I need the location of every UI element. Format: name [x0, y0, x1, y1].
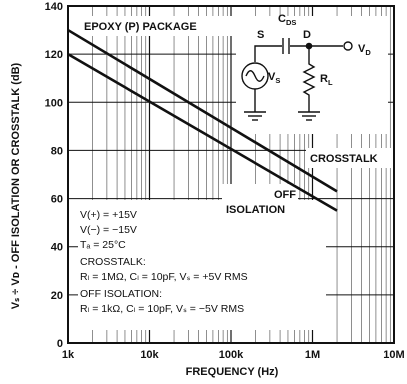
y-tick-label: 140: [45, 1, 63, 13]
vd-terminal: [343, 41, 353, 51]
conditions-text: V(+) = +15V V(−) = −15V Tₐ = 25°C CROSST…: [80, 209, 248, 315]
package-label: EPOXY (P) PACKAGE: [84, 21, 197, 33]
x-tick-label: 10M: [383, 349, 404, 361]
circuit-d-label: D: [303, 29, 311, 41]
series-line-crosstalk: [67, 28, 338, 193]
off-label: OFF: [274, 189, 296, 201]
circuit-vs-label: VS: [268, 71, 280, 85]
condition-off-heading: OFF ISOLATION:: [80, 288, 162, 300]
series-layer: [67, 28, 338, 212]
load-resistor: [302, 46, 316, 112]
conditions-box: [78, 200, 326, 330]
circuit-rl-label: RL: [320, 73, 333, 87]
y-tick-label: 80: [51, 145, 63, 157]
y-tick-labels: 0 20 40 60 80 100 120 140: [45, 1, 63, 350]
y-tick-label: 100: [45, 97, 63, 109]
isolation-label: ISOLATION: [226, 204, 285, 216]
crosstalk-label-box: [306, 148, 398, 168]
condition-ta: Tₐ = 25°C: [80, 239, 126, 251]
circuit-rl-subscript: L: [328, 78, 333, 87]
plot-frame: [67, 5, 395, 344]
package-label-box: [80, 16, 236, 36]
condition-crosstalk-values: Rₗ = 1MΩ, Cₗ = 10pF, Vₛ = +5V RMS: [80, 271, 248, 283]
y-tick-label: 60: [51, 194, 63, 206]
condition-vminus: V(−) = −15V: [80, 224, 137, 236]
y-axis-label: Vₛ ÷ Vᴅ - OFF ISOLATION OR CROSSTALK (dB…: [10, 62, 22, 309]
x-tick-label: 1k: [62, 349, 75, 361]
circuit-vs-subscript: S: [275, 76, 280, 85]
circuit-cds-label: CDS: [278, 13, 296, 27]
circuit-vd-label: VD: [358, 43, 371, 57]
circuit-s-label: S: [257, 29, 264, 41]
x-axis-label: FREQUENCY (Hz): [186, 366, 279, 378]
circuit-wire-source: [254, 45, 282, 62]
circuit-vd-subscript: D: [365, 48, 371, 57]
crosstalk-label: CROSSTALK: [310, 153, 378, 165]
condition-off-values: Rₗ = 1kΩ, Cₗ = 10pF, Vₛ = −5V RMS: [80, 303, 244, 315]
condition-vplus: V(+) = +15V: [80, 209, 137, 221]
y-tick-label: 0: [57, 338, 63, 350]
x-tick-label: 100k: [219, 349, 244, 361]
circuit-cds-subscript: DS: [286, 18, 296, 27]
x-tick-labels: 1k 10k 100k 1M 10M: [62, 349, 405, 361]
x-tick-label: 10k: [140, 349, 159, 361]
y-tick-label: 20: [51, 290, 63, 302]
sine-icon: [245, 70, 265, 82]
condition-crosstalk-heading: CROSSTALK:: [80, 256, 146, 268]
series-line-off-isolation: [67, 53, 338, 212]
off-isolation-label-box: [222, 184, 298, 218]
x-tick-label: 1M: [305, 349, 320, 361]
y-tick-label: 40: [51, 242, 63, 254]
test-circuit: S CDS D VD VS RL: [241, 13, 371, 121]
y-tick-label: 120: [45, 49, 63, 61]
